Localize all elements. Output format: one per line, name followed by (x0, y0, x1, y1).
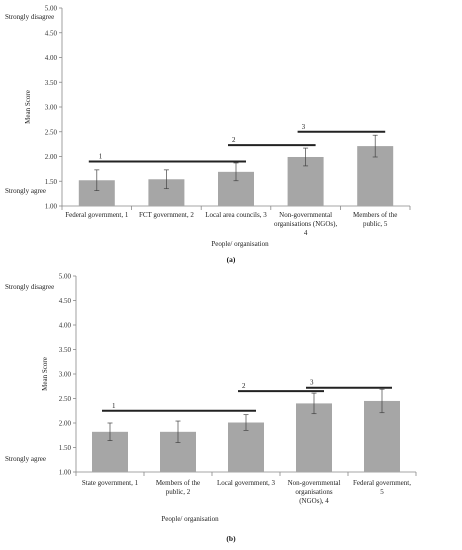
x-tick-label: Non-governmental (279, 211, 332, 219)
x-tick-label: Federal government, (353, 479, 411, 487)
y-tick-label: 5.00 (59, 273, 72, 281)
y-axis-title: Mean Score (24, 90, 32, 124)
x-axis-title: People/ organisation (161, 515, 219, 523)
x-tick-label: (NGOs), 4 (299, 497, 329, 505)
y-tick-label: 4.50 (45, 29, 58, 37)
x-tick-label: public, 5 (363, 220, 388, 228)
y-tick-label: 1.00 (45, 203, 58, 211)
y-tick-label: 1.50 (59, 444, 72, 452)
x-tick-label: organisations (NGOs), (274, 220, 338, 228)
strongly-disagree-label: Strongly disagree (5, 13, 54, 21)
x-tick-label: Local area councils, 3 (205, 211, 267, 219)
x-tick-label: public, 2 (166, 488, 191, 496)
panel-label: (b) (226, 534, 236, 543)
y-tick-label: 2.50 (59, 395, 72, 403)
x-tick-label: Members of the (156, 479, 200, 487)
x-tick-label: 4 (304, 229, 308, 237)
y-tick-label: 4.00 (59, 322, 72, 330)
grouping-label: 1 (99, 152, 103, 160)
grouping-label: 2 (242, 382, 246, 390)
y-tick-label: 4.00 (45, 54, 58, 62)
grouping-label: 3 (302, 123, 306, 131)
y-axis-title: Mean Score (41, 357, 49, 391)
y-tick-label: 2.00 (59, 420, 72, 428)
x-tick-label: Members of the (353, 211, 397, 219)
y-tick-label: 2.50 (45, 128, 58, 136)
y-tick-label: 3.00 (59, 371, 72, 379)
y-tick-label: 3.50 (45, 79, 58, 87)
strongly-agree-label: Strongly agree (5, 455, 46, 463)
y-tick-label: 3.00 (45, 104, 58, 112)
x-tick-label: organisations (295, 488, 332, 496)
y-tick-label: 5.00 (45, 5, 58, 13)
y-tick-label: 4.50 (59, 297, 72, 305)
y-tick-label: 1.50 (45, 178, 58, 186)
x-axis-title: People/ organisation (211, 240, 269, 248)
x-tick-label: Local government, 3 (217, 479, 276, 487)
x-tick-label: Federal government, 1 (65, 211, 129, 219)
x-tick-label: State government, 1 (82, 479, 139, 487)
y-tick-label: 1.00 (59, 469, 72, 477)
chart-panel-a: 1.00 1.50 2.00 2.50 3.00 3.50 4.00 4.50 5.00 1 2 3 F… (5, 5, 411, 264)
grouping-label: 2 (232, 136, 236, 144)
y-tick-label: 3.50 (59, 346, 72, 354)
y-tick-label: 2.00 (45, 153, 58, 161)
bar (228, 422, 264, 472)
grouping-label: 1 (112, 402, 116, 410)
bar (296, 403, 332, 472)
strongly-disagree-label: Strongly disagree (5, 283, 54, 291)
grouping-label: 3 (310, 379, 314, 387)
panel-label: (a) (227, 255, 236, 264)
x-tick-label: FCT government, 2 (139, 211, 194, 219)
chart-panel-b: 1.00 1.50 2.00 2.50 3.00 3.50 4.00 4.50 5.00 1 2 3 S… (5, 273, 417, 543)
x-tick-label: 5 (380, 488, 384, 496)
x-tick-label: Non-governmental (288, 479, 341, 487)
strongly-agree-label: Strongly agree (5, 187, 46, 195)
